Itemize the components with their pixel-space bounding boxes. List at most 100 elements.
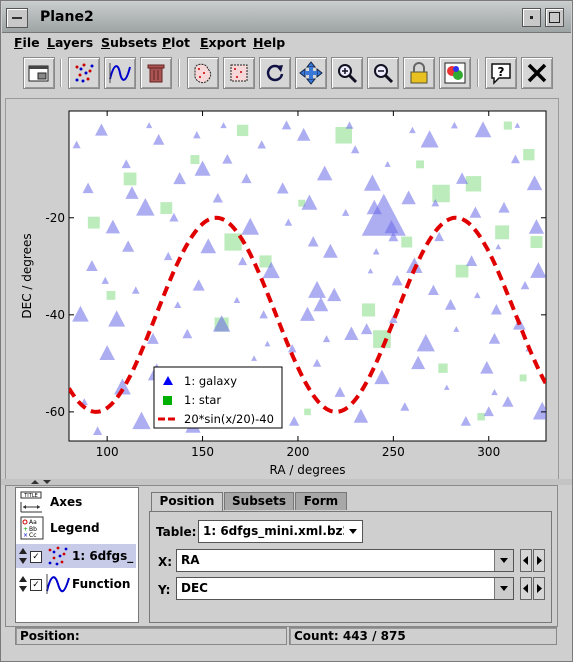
- menu-layers[interactable]: Layers: [47, 35, 94, 50]
- galaxy-point: [296, 127, 311, 141]
- galaxy-point: [194, 160, 211, 176]
- galaxy-point: [401, 190, 416, 205]
- legend-label: 1: galaxy: [184, 374, 237, 388]
- menu-subsets[interactable]: Subsets: [101, 35, 158, 50]
- scatter-plot[interactable]: 100 150 200 250 300 -20 -40 -60 RA / degrees DEC …: [6, 99, 558, 479]
- delete-layer-button[interactable]: [140, 57, 172, 89]
- layer-item-legend[interactable]: Aa + Bb × Cc Legend: [16, 516, 136, 540]
- maximize-button[interactable]: [545, 8, 564, 27]
- y-previous-button[interactable]: [520, 577, 532, 600]
- window-button[interactable]: [23, 57, 55, 89]
- split-pane-divider[interactable]: [1, 479, 572, 485]
- galaxy-point: [174, 301, 182, 309]
- galaxy-point: [374, 369, 390, 385]
- star-point: [160, 202, 173, 214]
- tab-form[interactable]: Form: [295, 492, 347, 510]
- legend-label: 20*sin(x/20)-40: [184, 412, 274, 426]
- galaxy-point: [453, 326, 460, 332]
- star-point: [298, 199, 306, 207]
- star-point: [224, 233, 242, 251]
- x-coordinate-field[interactable]: RA: [176, 549, 514, 572]
- layer-visibility-checkbox[interactable]: ✓: [30, 551, 42, 563]
- galaxy-point: [222, 154, 233, 164]
- menu-export[interactable]: Export: [200, 35, 247, 50]
- galaxy-point: [361, 193, 406, 236]
- add-function-layer-button[interactable]: [104, 57, 136, 89]
- galaxy-point: [182, 328, 193, 339]
- star-point: [416, 160, 425, 169]
- galaxy-point: [322, 335, 331, 343]
- pan-zoom-button[interactable]: [295, 57, 327, 89]
- layer-item-6dfgs[interactable]: ✓ 1: 6dfgs_: [16, 544, 136, 568]
- galaxy-point: [101, 276, 109, 284]
- galaxy-point: [152, 133, 165, 145]
- galaxy-point: [86, 260, 98, 272]
- lock-icon: [410, 62, 428, 84]
- x-next-button[interactable]: [533, 549, 545, 572]
- layer-visibility-checkbox[interactable]: ✓: [30, 579, 42, 591]
- help-button[interactable]: ?: [485, 57, 517, 89]
- lock-axes-button[interactable]: [403, 57, 435, 89]
- star-point: [455, 264, 469, 278]
- drag-handle-icon[interactable]: [18, 545, 28, 567]
- galaxy-point: [169, 212, 179, 222]
- layer-list[interactable]: TITLE Axes Aa + Bb × Cc Legend ✓ 1: 6dfgs_ ✓…: [15, 487, 139, 623]
- close-window-button[interactable]: [521, 57, 553, 89]
- star-point: [123, 172, 137, 186]
- add-scatter-layer-button[interactable]: [68, 57, 100, 89]
- tab-subsets[interactable]: Subsets: [224, 492, 294, 510]
- drag-handle-icon[interactable]: [18, 573, 28, 595]
- menu-plot[interactable]: Plot: [162, 35, 191, 50]
- galaxy-point: [125, 186, 139, 199]
- star-point: [438, 363, 448, 373]
- blob-subset-icon: [194, 63, 212, 84]
- draw-region-subset-button[interactable]: [223, 57, 255, 89]
- galaxy-point: [388, 231, 399, 242]
- table-selector[interactable]: 1: 6dfgs_mini.xml.bz2: [198, 520, 363, 543]
- galaxy-point: [257, 140, 267, 149]
- plot-panel[interactable]: 100 150 200 250 300 -20 -40 -60 RA / degrees DEC …: [5, 98, 559, 480]
- scatter-layer-icon: [75, 63, 94, 83]
- galaxy-point: [327, 287, 342, 302]
- star-point: [87, 216, 100, 229]
- galaxy-point: [300, 306, 315, 321]
- layer-item-axes[interactable]: TITLE Axes: [16, 490, 136, 514]
- replot-button[interactable]: [259, 57, 291, 89]
- star-point: [465, 176, 482, 192]
- window-menu-button[interactable]: [6, 8, 28, 28]
- zoom-out-icon: [374, 64, 394, 84]
- zoom-in-button[interactable]: [331, 57, 363, 89]
- minimize-button[interactable]: [522, 8, 541, 27]
- galaxy-point: [495, 243, 502, 250]
- galaxy-point: [460, 415, 471, 426]
- position-status-label: Position:: [20, 629, 80, 643]
- zoom-out-button[interactable]: [367, 57, 399, 89]
- galaxy-point: [220, 122, 227, 129]
- tab-position[interactable]: Position: [151, 492, 223, 512]
- galaxy-point: [514, 122, 521, 128]
- galaxy-point: [366, 199, 382, 215]
- y-coordinate-field[interactable]: DEC: [176, 577, 514, 600]
- galaxy-point: [289, 416, 300, 426]
- layer-item-function[interactable]: ✓ Function: [16, 572, 136, 596]
- star-point: [495, 225, 510, 240]
- galaxy-point: [323, 243, 338, 258]
- sketch-button[interactable]: [439, 57, 471, 89]
- galaxy-point: [212, 192, 223, 203]
- chevron-down-icon: [344, 521, 362, 542]
- galaxy-point: [502, 396, 514, 407]
- galaxy-point: [400, 402, 410, 411]
- star-point: [335, 126, 353, 144]
- galaxy-point: [450, 121, 458, 129]
- menu-help[interactable]: Help: [253, 35, 286, 50]
- x-previous-button[interactable]: [520, 549, 532, 572]
- y-next-button[interactable]: [533, 577, 545, 600]
- galaxy-point: [136, 197, 155, 216]
- draw-blob-subset-button[interactable]: [187, 57, 219, 89]
- galaxy-point: [431, 198, 440, 207]
- chevron-down-icon[interactable]: [494, 578, 513, 599]
- chevron-down-icon[interactable]: [494, 550, 513, 571]
- menu-file[interactable]: File: [14, 35, 40, 50]
- galaxy-point: [233, 296, 241, 303]
- galaxy-point: [132, 411, 151, 430]
